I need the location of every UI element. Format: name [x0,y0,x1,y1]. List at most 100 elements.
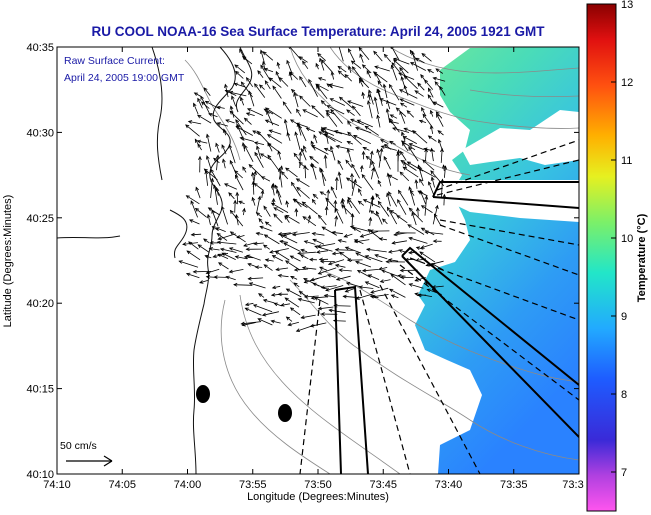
current-vector [311,145,329,155]
current-vector-head [380,145,386,149]
current-vector [199,280,209,284]
current-vector-head [399,268,404,273]
current-vector [197,244,210,253]
current-vector-head [368,216,373,222]
current-vector [298,125,307,142]
current-vector [247,108,264,116]
x-tick-label: 74:00 [174,479,202,491]
current-vector-head [206,213,211,219]
current-vector-head [361,64,366,69]
bathymetry-contours [184,47,579,474]
current-vector [347,148,352,162]
current-vector [436,113,444,127]
current-vector-head [296,108,300,113]
current-vector-head [203,87,208,92]
current-vector-head [430,176,435,181]
current-vector-head [403,84,408,90]
current-vector [267,143,281,154]
current-vector-head [221,144,225,149]
current-vector [228,192,235,200]
current-vector [389,84,400,101]
current-vector [234,170,243,179]
current-vector [293,282,300,288]
current-vector [313,134,318,144]
current-vector [377,115,381,128]
current-vector [264,80,271,90]
current-vector-head [266,134,272,138]
current-vector [432,285,444,288]
current-vector [229,160,238,177]
current-vector-head [331,230,336,235]
current-vector-head [262,60,266,66]
current-vector-head [185,124,190,129]
current-vector [347,131,362,145]
current-vector [409,186,416,206]
current-vector-head [369,150,374,155]
current-vector [337,66,347,73]
current-vector-head [290,276,295,280]
current-vector [428,135,437,142]
current-vector [393,58,410,65]
current-vector [302,267,317,270]
current-vector-head [216,240,222,245]
current-vector [206,268,220,274]
current-vector [207,214,211,226]
current-vector-head [264,221,270,226]
current-vector-head [215,227,220,231]
current-vector-head [260,176,266,180]
current-vector-head [383,53,388,58]
current-vector [387,207,398,225]
current-vector-head [355,126,360,131]
current-vector-head [213,157,218,162]
current-vector [370,295,379,299]
current-vector-head [275,70,280,76]
current-vector [344,74,352,82]
current-vector-head [285,200,290,205]
current-vector-head [233,282,238,287]
current-vector [320,169,325,186]
y-tick-label: 40:25 [26,213,54,225]
current-vector [283,231,298,236]
current-vector [354,239,370,243]
current-vector [319,266,328,271]
current-vector [217,241,237,245]
current-vector-head [275,267,280,272]
current-vector-head [430,170,435,175]
current-vector-head [263,234,269,239]
current-vector-head [432,76,437,81]
current-vector-head [319,191,324,196]
plot-area [57,47,579,474]
current-vector-head [427,94,432,99]
current-vector-head [287,322,292,327]
current-vector [318,306,334,310]
current-vector [377,180,382,187]
current-vector [210,169,221,187]
current-vector-head [388,288,394,293]
current-vector [321,59,333,73]
current-vector-head [204,100,210,105]
current-vector [368,90,374,105]
current-vector-head [383,155,388,161]
current-vector [248,91,255,107]
current-vector [387,173,392,186]
current-vector [286,201,289,208]
current-vector-head [362,199,368,203]
current-vector [417,190,428,197]
current-vector-head [386,206,391,211]
current-vector [318,214,327,226]
current-vector-head [349,225,355,230]
current-vector-head [216,105,221,110]
current-vector [421,205,433,213]
current-vector [261,190,264,199]
current-vector [290,276,298,280]
current-vector [236,124,245,141]
current-vector [289,47,302,61]
current-vector [374,254,388,260]
current-vector [325,285,344,291]
current-vector-head [229,231,234,236]
current-vector-head [270,202,276,207]
current-vector-head [381,218,387,223]
current-vector [330,109,343,124]
current-vector [392,240,407,244]
current-vector-head [271,197,276,203]
